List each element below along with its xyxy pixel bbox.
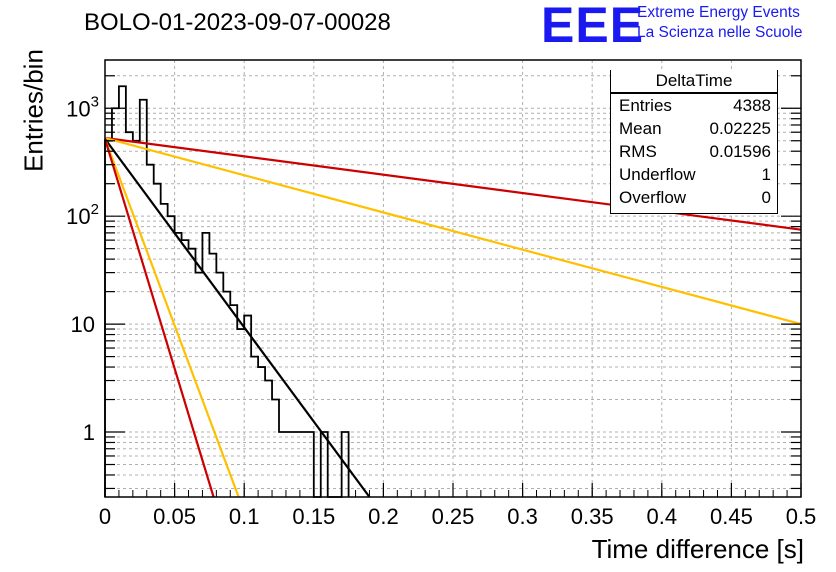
y-tick-label: 10 xyxy=(71,312,95,337)
stats-row-mean: Mean 0.02225 xyxy=(611,117,777,140)
fit-line xyxy=(104,136,802,231)
fit-line xyxy=(104,138,371,498)
logo-line-2: La Scienza nelle Scuole xyxy=(637,24,803,41)
axis-ticks xyxy=(104,75,802,497)
x-tick-label: 0.2 xyxy=(368,504,399,529)
x-tick-label: 0.25 xyxy=(432,504,475,529)
stats-value: 4388 xyxy=(733,96,771,115)
y-tick-label: 103 xyxy=(66,93,99,121)
stats-label: Overflow xyxy=(619,188,687,207)
fit-line xyxy=(104,136,802,326)
histogram-outline xyxy=(104,85,350,498)
x-tick-label: 0.4 xyxy=(647,504,678,529)
x-tick-label: 0.15 xyxy=(292,504,335,529)
stats-label: Mean xyxy=(619,119,662,138)
y-axis-label: Entries/bin xyxy=(18,49,49,172)
stats-value: 0.01596 xyxy=(709,142,771,161)
chart-title: BOLO-01-2023-09-07-00028 xyxy=(84,9,391,36)
grid-lines xyxy=(105,60,801,497)
stats-label: RMS xyxy=(619,142,657,161)
x-tick-label: 0.45 xyxy=(710,504,753,529)
stats-label: Underflow xyxy=(619,165,696,184)
stats-box: DeltaTime Entries 4388 Mean 0.02225 RMS … xyxy=(610,70,778,214)
y-tick-labels: 1 10 102 103 xyxy=(66,93,99,445)
x-tick-label: 0.3 xyxy=(507,504,538,529)
histogram xyxy=(104,85,350,498)
fit-line xyxy=(103,138,215,498)
y-tick-label: 1 xyxy=(83,420,95,445)
x-tick-label: 0.5 xyxy=(786,504,817,529)
stats-value: 0 xyxy=(761,188,771,207)
x-tick-label: 0.05 xyxy=(153,504,196,529)
y-tick-label: 102 xyxy=(66,201,99,229)
stats-row-overflow: Overflow 0 xyxy=(611,186,777,209)
stats-value: 0.02225 xyxy=(709,119,771,138)
x-tick-label: 0.1 xyxy=(229,504,260,529)
eee-logo: EEE xyxy=(541,0,645,53)
stats-value: 1 xyxy=(761,165,771,184)
stats-label: Entries xyxy=(619,96,672,115)
stats-row-rms: RMS 0.01596 xyxy=(611,140,777,163)
x-tick-label: 0.35 xyxy=(571,504,614,529)
fit-curves xyxy=(103,136,802,498)
x-tick-labels: 0 0.05 0.1 0.15 0.2 0.25 0.3 0.35 0.4 0.45 0.5 xyxy=(99,504,816,529)
stats-row-underflow: Underflow 1 xyxy=(611,163,777,186)
stats-row-entries: Entries 4388 xyxy=(611,94,777,117)
x-axis-label: Time difference [s] xyxy=(591,534,804,564)
stats-box-title: DeltaTime xyxy=(611,70,777,94)
x-tick-label: 0 xyxy=(99,504,111,529)
fit-line xyxy=(103,138,240,498)
logo-line-1: Extreme Energy Events xyxy=(637,4,800,21)
